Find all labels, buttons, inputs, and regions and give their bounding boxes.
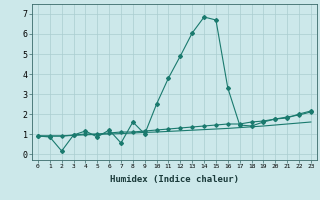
X-axis label: Humidex (Indice chaleur): Humidex (Indice chaleur) (110, 175, 239, 184)
